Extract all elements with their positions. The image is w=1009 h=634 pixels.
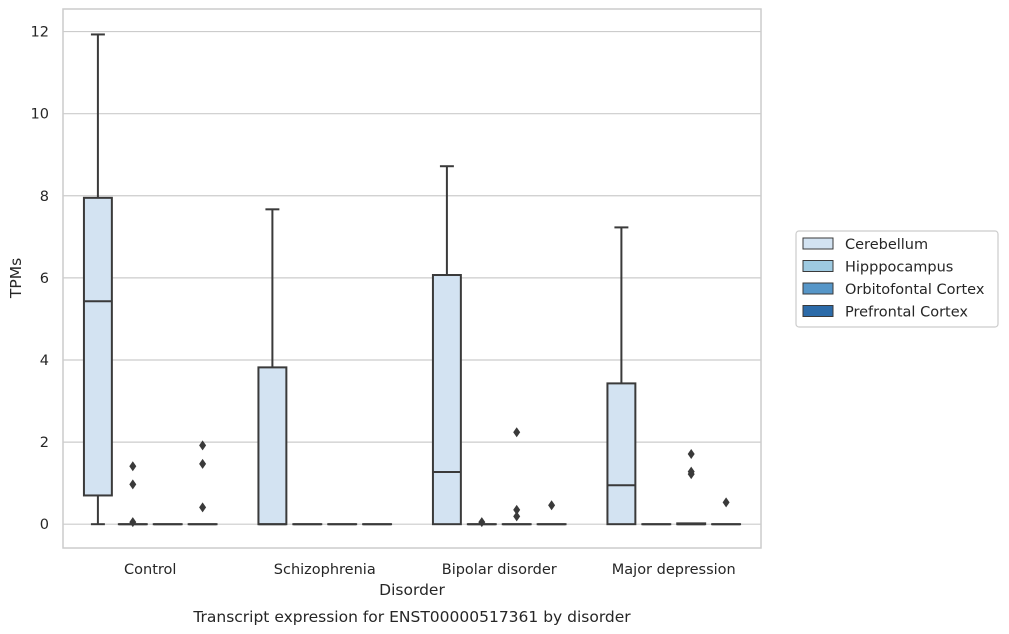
outlier-point bbox=[199, 440, 207, 451]
x-axis-ticks: Control Schizophrenia Bipolar disorder Majo… bbox=[124, 562, 736, 578]
y-axis-ticks: 0 2 4 6 8 10 12 bbox=[31, 25, 49, 534]
box-bipolar-disorder-prefrontal-cortex bbox=[536, 500, 567, 526]
outlier-point bbox=[129, 461, 137, 472]
y-tick-label: 12 bbox=[31, 25, 49, 41]
plot-frame bbox=[62, 8, 762, 549]
outlier-point bbox=[687, 448, 695, 459]
outlier-point bbox=[129, 479, 137, 490]
legend-label: Orbitofontal Cortex bbox=[845, 282, 985, 298]
y-tick-label: 10 bbox=[31, 107, 49, 123]
chart-caption: Transcript expression for ENST0000051736… bbox=[192, 608, 631, 626]
y-tick-label: 2 bbox=[40, 435, 49, 451]
x-axis-label: Disorder bbox=[379, 581, 445, 599]
outlier-point bbox=[478, 517, 486, 528]
box-bipolar-disorder-hipppocampus bbox=[466, 517, 497, 528]
box-body bbox=[257, 366, 288, 526]
legend-swatch bbox=[802, 237, 834, 250]
y-tick-label: 8 bbox=[40, 189, 49, 205]
box-groups bbox=[82, 33, 742, 528]
outlier-point bbox=[722, 497, 730, 508]
legend-label: Prefrontal Cortex bbox=[845, 305, 968, 321]
grid-lines bbox=[63, 30, 761, 525]
legend-swatch bbox=[802, 305, 834, 317]
box-bipolar-disorder-orbitofontal-cortex bbox=[501, 427, 532, 526]
outlier-point bbox=[199, 458, 207, 469]
outlier-point bbox=[687, 466, 695, 477]
x-tick-label-major-depression: Major depression bbox=[612, 562, 736, 578]
outlier-point bbox=[129, 517, 137, 528]
legend-swatch bbox=[802, 260, 834, 272]
outlier-point bbox=[199, 502, 207, 513]
legend: Cerebellum Hipppocampus Orbitofontal Corte… bbox=[795, 230, 999, 328]
outlier-point bbox=[513, 511, 521, 522]
y-tick-label: 4 bbox=[40, 353, 49, 369]
legend-frame bbox=[795, 230, 999, 328]
box-major-depression-prefrontal-cortex bbox=[711, 497, 742, 526]
outlier-point bbox=[513, 427, 521, 438]
x-tick-label-control: Control bbox=[124, 562, 176, 578]
outlier-point bbox=[548, 500, 556, 511]
legend-item-cerebellum: Cerebellum bbox=[802, 237, 928, 253]
box-bipolar-disorder-cerebellum bbox=[431, 165, 462, 526]
box-major-depression-orbitofontal-cortex bbox=[676, 448, 707, 526]
box-body bbox=[82, 196, 113, 497]
x-tick-label-schizophrenia: Schizophrenia bbox=[274, 562, 376, 578]
legend-swatch bbox=[802, 282, 834, 295]
legend-item-hipppocampus: Hipppocampus bbox=[802, 260, 953, 276]
legend-item-orbitofontal-cortex: Orbitofontal Cortex bbox=[802, 282, 985, 298]
box-control-cerebellum bbox=[82, 33, 113, 526]
box-major-depression-cerebellum bbox=[606, 226, 637, 526]
y-axis-label: TPMs bbox=[7, 258, 25, 299]
legend-item-prefrontal-cortex: Prefrontal Cortex bbox=[802, 305, 968, 321]
outlier-point bbox=[513, 504, 521, 515]
x-tick-label-bipolar-disorder: Bipolar disorder bbox=[442, 562, 557, 578]
box-body bbox=[431, 274, 462, 526]
box-control-prefrontal-cortex bbox=[187, 440, 218, 526]
box-body bbox=[606, 382, 637, 526]
box-control-hipppocampus bbox=[117, 461, 148, 528]
legend-label: Cerebellum bbox=[845, 237, 928, 253]
box-schizophrenia-cerebellum bbox=[257, 208, 288, 526]
y-tick-label: 6 bbox=[40, 271, 49, 287]
y-tick-label: 0 bbox=[40, 517, 49, 533]
legend-label: Hipppocampus bbox=[845, 260, 953, 276]
